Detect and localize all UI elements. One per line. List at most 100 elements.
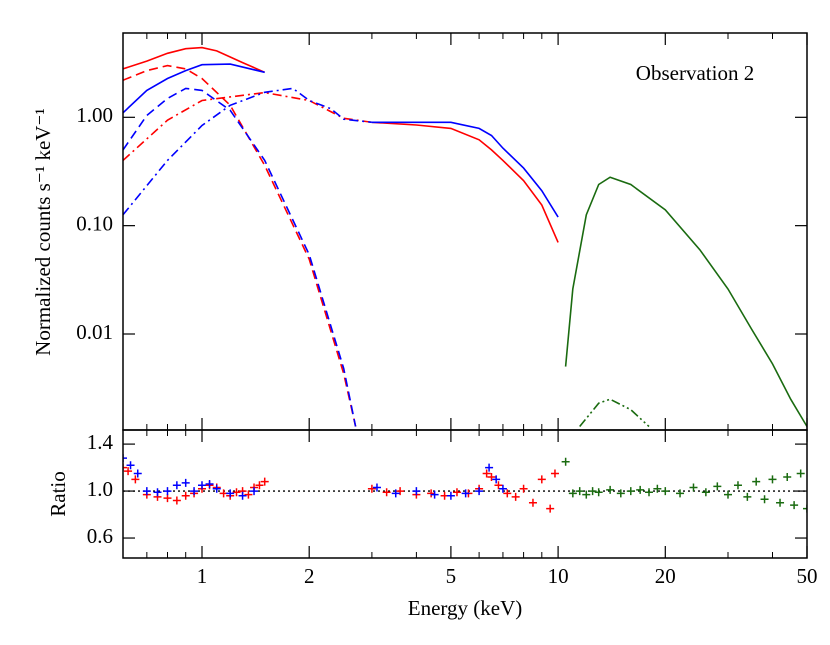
data-point xyxy=(430,490,439,499)
data-point xyxy=(511,492,520,501)
data-point xyxy=(626,487,635,496)
data-point xyxy=(172,496,181,505)
data-point xyxy=(131,475,140,484)
data-point xyxy=(498,484,507,493)
data-point xyxy=(776,498,785,507)
data-point xyxy=(701,488,710,497)
data-point xyxy=(427,489,436,498)
series-line xyxy=(123,64,357,427)
data-point xyxy=(790,501,799,510)
data-point xyxy=(190,487,199,496)
data-point xyxy=(482,469,491,478)
data-point xyxy=(461,489,470,498)
data-point xyxy=(760,495,769,504)
data-point xyxy=(594,488,603,497)
data-point xyxy=(181,491,190,500)
data-point xyxy=(391,489,400,498)
data-point xyxy=(163,494,172,503)
data-point xyxy=(616,489,625,498)
series-line xyxy=(123,87,357,427)
data-point xyxy=(244,490,253,499)
data-point xyxy=(475,487,484,496)
y-tick-label: 1.4 xyxy=(87,430,114,454)
data-point xyxy=(172,481,181,490)
series-line xyxy=(579,398,650,428)
data-point xyxy=(260,477,269,486)
x-tick-label: 50 xyxy=(797,564,818,588)
ratio-axis-label: Ratio xyxy=(46,471,70,517)
x-tick-label: 2 xyxy=(304,564,315,588)
data-point xyxy=(382,488,391,497)
x-tick-label: 1 xyxy=(197,564,208,588)
data-point xyxy=(133,469,142,478)
data-point xyxy=(494,481,503,490)
data-point xyxy=(588,487,597,496)
data-point xyxy=(123,463,127,472)
data-point xyxy=(205,480,214,489)
data-point xyxy=(250,487,259,496)
data-point xyxy=(485,463,494,472)
data-point xyxy=(645,488,653,497)
data-point xyxy=(724,490,732,499)
data-point xyxy=(733,481,742,490)
data-point xyxy=(255,481,264,490)
data-point xyxy=(153,488,162,497)
data-point xyxy=(126,461,135,470)
data-point xyxy=(803,504,807,513)
data-point xyxy=(503,489,512,498)
data-point xyxy=(446,491,455,500)
x-tick-label: 10 xyxy=(548,564,569,588)
plot-area xyxy=(123,46,807,428)
data-point xyxy=(636,485,645,494)
data-point xyxy=(212,484,221,493)
data-point xyxy=(492,475,501,484)
data-point xyxy=(396,487,405,496)
data-point xyxy=(796,469,805,478)
data-point xyxy=(575,487,584,496)
y-tick-label: 0.10 xyxy=(76,211,113,235)
y-tick-label: 0.6 xyxy=(87,524,113,548)
data-point xyxy=(372,483,381,492)
data-point xyxy=(232,488,241,497)
data-point xyxy=(768,475,777,484)
y-tick-label: 1.0 xyxy=(87,477,113,501)
x-tick-label: 20 xyxy=(655,564,676,588)
data-point xyxy=(752,477,761,486)
y-tick-label: 1.00 xyxy=(76,103,113,127)
x-axis-label: Energy (keV) xyxy=(408,596,523,620)
data-point xyxy=(487,472,496,481)
panel-frame xyxy=(122,32,808,431)
series-line xyxy=(564,176,807,427)
y-tick-label: 0.01 xyxy=(76,320,113,344)
data-point xyxy=(713,482,722,491)
series-line xyxy=(123,63,559,218)
data-point xyxy=(661,487,670,496)
data-point xyxy=(124,467,133,476)
data-point xyxy=(163,487,172,496)
series-line xyxy=(123,46,559,243)
plot-area xyxy=(123,454,807,513)
x-tick-label: 5 xyxy=(446,564,457,588)
data-point xyxy=(123,454,127,463)
data-point xyxy=(676,489,685,498)
data-point xyxy=(546,504,555,513)
data-point xyxy=(181,478,190,487)
data-point xyxy=(226,489,235,498)
data-point xyxy=(689,483,698,492)
data-point xyxy=(550,469,559,478)
data-point xyxy=(367,484,376,493)
data-point xyxy=(528,498,537,507)
y-axis-label: Normalized counts s⁻¹ keV⁻¹ xyxy=(31,108,55,356)
series-line xyxy=(123,91,373,161)
data-point xyxy=(412,487,421,496)
panel-frame xyxy=(122,429,808,559)
data-point xyxy=(606,485,615,494)
data-point xyxy=(537,475,546,484)
data-point xyxy=(452,488,461,497)
data-point xyxy=(142,487,151,496)
data-point xyxy=(519,484,528,493)
data-point xyxy=(582,490,591,499)
data-point xyxy=(783,472,792,481)
data-point xyxy=(561,457,570,466)
